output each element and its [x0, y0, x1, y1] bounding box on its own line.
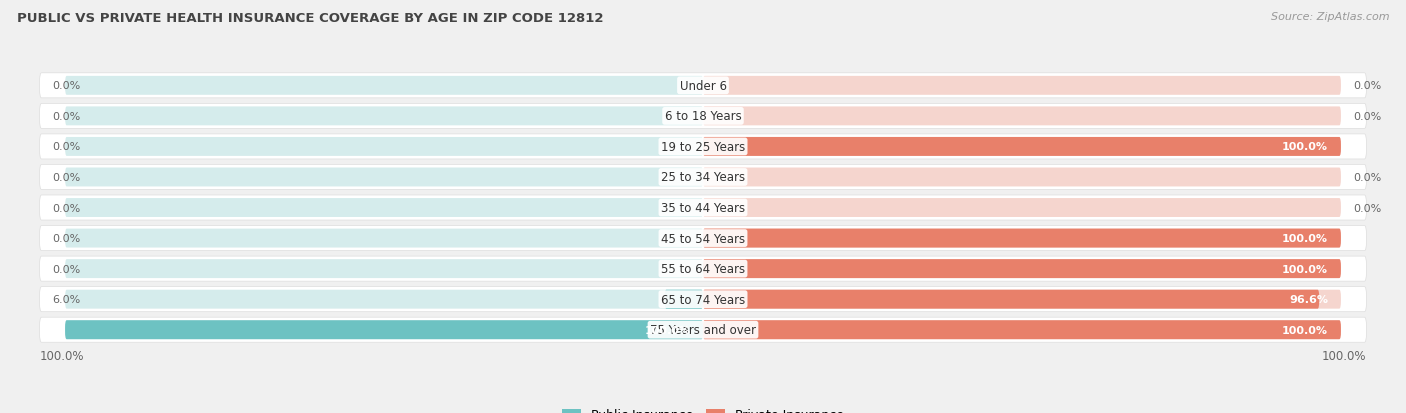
FancyBboxPatch shape — [65, 259, 703, 278]
Text: 100.0%: 100.0% — [1282, 233, 1329, 244]
FancyBboxPatch shape — [39, 318, 1367, 342]
Text: 0.0%: 0.0% — [52, 142, 80, 152]
Text: 0.0%: 0.0% — [52, 112, 80, 121]
FancyBboxPatch shape — [703, 77, 1341, 95]
Text: 6 to 18 Years: 6 to 18 Years — [665, 110, 741, 123]
FancyBboxPatch shape — [39, 226, 1367, 251]
Text: 100.0%: 100.0% — [39, 349, 84, 362]
FancyBboxPatch shape — [39, 256, 1367, 282]
Text: 100.0%: 100.0% — [1282, 325, 1329, 335]
FancyBboxPatch shape — [39, 74, 1367, 99]
Text: 100.0%: 100.0% — [1322, 349, 1367, 362]
FancyBboxPatch shape — [703, 290, 1319, 309]
Text: 19 to 25 Years: 19 to 25 Years — [661, 140, 745, 154]
Text: 0.0%: 0.0% — [1354, 173, 1382, 183]
Text: 0.0%: 0.0% — [52, 233, 80, 244]
FancyBboxPatch shape — [703, 320, 1341, 339]
Text: 100.0%: 100.0% — [1282, 264, 1329, 274]
FancyBboxPatch shape — [65, 107, 703, 126]
FancyBboxPatch shape — [39, 287, 1367, 312]
FancyBboxPatch shape — [65, 320, 703, 339]
Text: Under 6: Under 6 — [679, 80, 727, 93]
FancyBboxPatch shape — [65, 138, 703, 157]
FancyBboxPatch shape — [703, 259, 1341, 278]
Text: 35 to 44 Years: 35 to 44 Years — [661, 202, 745, 214]
Text: 0.0%: 0.0% — [52, 203, 80, 213]
FancyBboxPatch shape — [65, 229, 703, 248]
Text: 0.0%: 0.0% — [52, 173, 80, 183]
FancyBboxPatch shape — [39, 135, 1367, 159]
FancyBboxPatch shape — [65, 77, 703, 95]
Text: 100.0%: 100.0% — [644, 325, 690, 335]
FancyBboxPatch shape — [65, 199, 703, 218]
Text: 0.0%: 0.0% — [52, 264, 80, 274]
Text: 65 to 74 Years: 65 to 74 Years — [661, 293, 745, 306]
Text: 55 to 64 Years: 55 to 64 Years — [661, 263, 745, 275]
FancyBboxPatch shape — [703, 229, 1341, 248]
FancyBboxPatch shape — [703, 199, 1341, 218]
FancyBboxPatch shape — [703, 290, 1341, 309]
FancyBboxPatch shape — [65, 168, 703, 187]
Text: 75 Years and over: 75 Years and over — [650, 323, 756, 337]
FancyBboxPatch shape — [703, 138, 1341, 157]
Text: Source: ZipAtlas.com: Source: ZipAtlas.com — [1271, 12, 1389, 22]
Legend: Public Insurance, Private Insurance: Public Insurance, Private Insurance — [557, 404, 849, 413]
FancyBboxPatch shape — [39, 195, 1367, 221]
Text: 6.0%: 6.0% — [52, 294, 80, 304]
FancyBboxPatch shape — [39, 165, 1367, 190]
Text: 25 to 34 Years: 25 to 34 Years — [661, 171, 745, 184]
FancyBboxPatch shape — [65, 320, 703, 339]
FancyBboxPatch shape — [39, 104, 1367, 129]
Text: PUBLIC VS PRIVATE HEALTH INSURANCE COVERAGE BY AGE IN ZIP CODE 12812: PUBLIC VS PRIVATE HEALTH INSURANCE COVER… — [17, 12, 603, 25]
Text: 96.6%: 96.6% — [1289, 294, 1329, 304]
FancyBboxPatch shape — [703, 107, 1341, 126]
Text: 0.0%: 0.0% — [1354, 112, 1382, 121]
FancyBboxPatch shape — [703, 138, 1341, 157]
Text: 0.0%: 0.0% — [1354, 203, 1382, 213]
Text: 0.0%: 0.0% — [52, 81, 80, 91]
Text: 0.0%: 0.0% — [1354, 81, 1382, 91]
Text: 45 to 54 Years: 45 to 54 Years — [661, 232, 745, 245]
FancyBboxPatch shape — [703, 229, 1341, 248]
FancyBboxPatch shape — [703, 168, 1341, 187]
FancyBboxPatch shape — [703, 320, 1341, 339]
FancyBboxPatch shape — [703, 259, 1341, 278]
Text: 100.0%: 100.0% — [1282, 142, 1329, 152]
FancyBboxPatch shape — [665, 290, 703, 309]
FancyBboxPatch shape — [65, 290, 703, 309]
